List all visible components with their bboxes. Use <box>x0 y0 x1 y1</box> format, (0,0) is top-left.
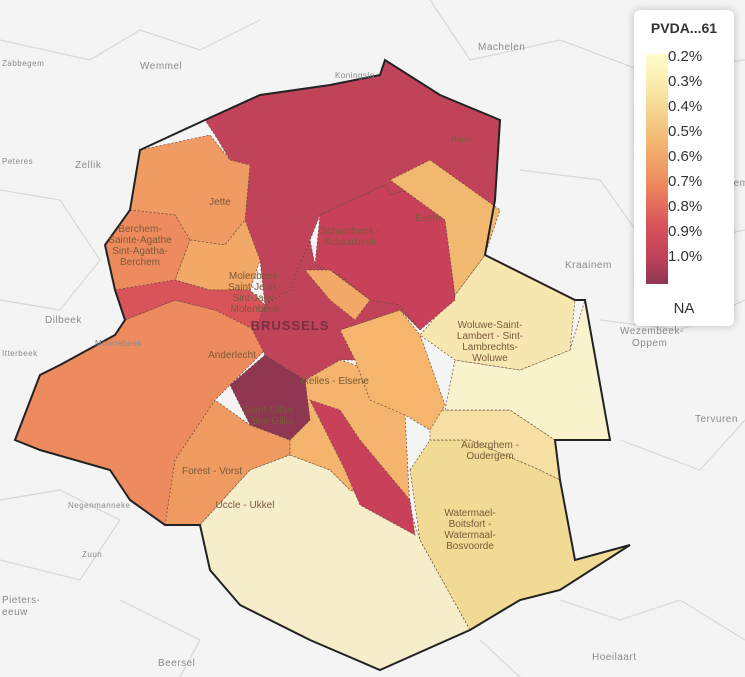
legend-tick-label: 1.0% <box>668 248 703 265</box>
commune-label: Berchem- <box>118 224 161 235</box>
commune-label: Sint-Agatha- <box>112 246 168 257</box>
commune-label: Sint-Gillis <box>251 416 293 427</box>
place-label: Dilbeek <box>45 315 82 326</box>
commune-label: Berchem <box>120 257 160 268</box>
commune-label: Lambert - Sint- <box>457 331 523 342</box>
legend-title: PVDA...61 <box>650 20 718 36</box>
legend-tick-label: 0.4% <box>668 98 703 115</box>
region-woluwe-saint-lambert[interactable] <box>419 254 576 371</box>
place-label: Peteres <box>2 157 33 166</box>
legend-color-bar <box>646 54 668 284</box>
commune-label: Watermaal- <box>444 530 495 541</box>
commune-label: Forest - Vorst <box>182 466 242 477</box>
region-saint-gilles[interactable] <box>229 354 311 441</box>
legend-tick-label: 0.6% <box>668 148 703 165</box>
region-ixelles-south[interactable] <box>309 399 416 536</box>
region-woluwe-saint-pierre[interactable] <box>444 299 611 441</box>
region-etterbeek[interactable] <box>339 309 446 431</box>
region-evere[interactable] <box>389 159 501 296</box>
place-label: Beersel <box>158 658 195 669</box>
commune-label: Schaerbeek - <box>320 226 379 237</box>
commune-label: Watermael- <box>444 508 495 519</box>
commune-label: Molenbeek <box>231 304 281 315</box>
region-brussels-south[interactable] <box>249 238 421 381</box>
commune-label: Jette <box>209 197 231 208</box>
region-saint-josse[interactable] <box>304 269 371 321</box>
place-label: Zuun <box>82 550 102 559</box>
place-label: Itterbeek <box>2 349 38 358</box>
commune-label: Evere <box>415 213 442 224</box>
commune-label: Schaarbeek <box>323 237 377 248</box>
commune-label: Sint-Jans- <box>232 293 277 304</box>
commune-label: Woluwe-Saint- <box>458 320 523 331</box>
labels: Machelen Wemmel Koningslo Zellik Zavente… <box>2 42 745 669</box>
commune-label: Anderlecht <box>208 350 256 361</box>
place-label: Oppem <box>632 338 667 349</box>
legend-tick-label: 0.8% <box>668 198 703 215</box>
place-label: Machelen <box>478 42 525 53</box>
commune-label: Uccle - Ukkel <box>216 500 275 511</box>
region-koekelberg[interactable] <box>174 219 261 291</box>
commune-label: Saint-Jean - <box>228 282 282 293</box>
commune-label: Woluwe <box>472 353 508 364</box>
place-label: Wezembeek- <box>620 326 684 337</box>
legend-tick-label: 0.9% <box>668 223 703 240</box>
place-label: eeuw <box>2 607 28 618</box>
place-label: BRUSSELS <box>251 318 330 333</box>
region-molenbeek[interactable] <box>114 279 266 331</box>
commune-label: Bosvoorde <box>446 541 494 552</box>
commune-label: Molenbeek- <box>229 271 281 282</box>
legend-na: NA <box>673 300 695 317</box>
region-jette[interactable] <box>129 134 251 246</box>
place-label: Moortebeek <box>95 339 143 348</box>
commune-label: Saint-Gilles - <box>243 405 300 416</box>
place-label: Hoeilaart <box>592 652 637 663</box>
region-outline <box>13 58 631 672</box>
place-label: Koningslo <box>335 71 375 80</box>
place-label: Negenmanneke <box>68 501 131 510</box>
legend-tick-label: 0.5% <box>668 123 703 140</box>
commune-label: Auderghem - <box>461 440 519 451</box>
place-label: Zellik <box>75 160 102 171</box>
legend: PVDA...61 NA 0.2% 0.3% 0.4% 0.5% 0.6% 0.7% 0.8… <box>634 10 734 326</box>
place-label: Tervuren <box>695 414 738 425</box>
communes <box>13 58 631 672</box>
commune-label: Sainte-Agathe <box>108 235 172 246</box>
place-label: Wemmel <box>140 61 182 72</box>
commune-label: Oudergem <box>466 451 513 462</box>
legend-tick-label: 0.7% <box>668 173 703 190</box>
region-forest[interactable] <box>164 399 291 526</box>
place-label: Zabbegem <box>2 59 44 68</box>
legend-tick-label: 0.3% <box>668 73 703 90</box>
place-label: Haren <box>451 135 473 144</box>
legend-tick-label: 0.2% <box>668 48 703 65</box>
commune-label: Boitsfort - <box>449 519 492 530</box>
commune-label: Ixelles - Elsene <box>301 376 369 387</box>
commune-label: Lambrechts- <box>462 342 518 353</box>
place-label: Kraainem <box>565 260 612 271</box>
place-label: Pieters- <box>2 595 40 606</box>
